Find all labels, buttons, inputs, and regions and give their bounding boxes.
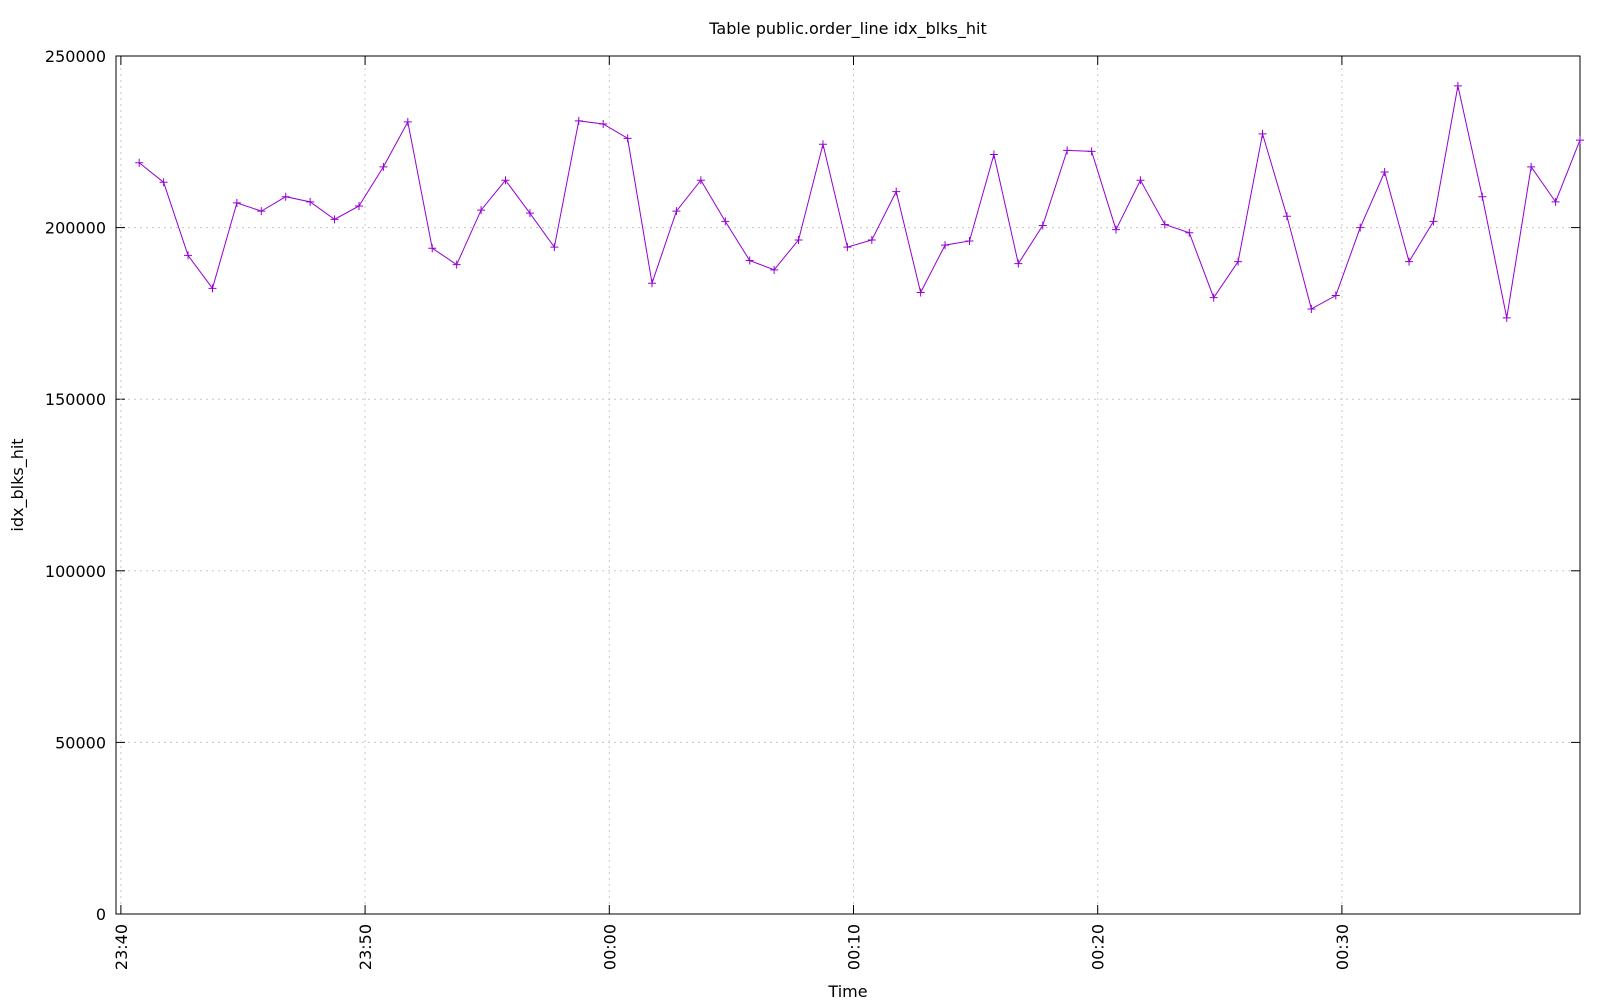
- data-point: [525, 209, 534, 218]
- data-point: [1307, 304, 1316, 313]
- y-tick-label: 150000: [45, 390, 106, 409]
- data-point: [208, 284, 217, 293]
- data-point: [941, 241, 950, 250]
- y-tick-label: 100000: [45, 562, 106, 581]
- y-axis-label: idx_blks_hit: [8, 438, 28, 531]
- y-tick-label: 50000: [55, 733, 106, 752]
- x-tick-label: 00:30: [1333, 924, 1352, 970]
- data-point: [1063, 146, 1072, 155]
- data-point: [354, 201, 363, 210]
- data-point: [1576, 136, 1584, 145]
- data-point: [1527, 162, 1536, 171]
- data-point: [892, 187, 901, 196]
- data-point: [184, 251, 193, 260]
- data-point: [599, 119, 608, 128]
- x-tick-label: 23:50: [356, 924, 375, 970]
- data-point: [721, 217, 730, 226]
- data-point: [232, 198, 241, 207]
- data-point: [1405, 257, 1414, 266]
- data-point: [1331, 291, 1340, 300]
- y-tick-label: 250000: [45, 47, 106, 66]
- x-axis-label: Time: [827, 982, 867, 1000]
- x-tick-label: 00:20: [1089, 924, 1108, 970]
- data-point: [1502, 313, 1511, 322]
- data-point: [1087, 147, 1096, 156]
- data-point: [794, 235, 803, 244]
- data-point: [770, 265, 779, 274]
- data-point: [281, 192, 290, 201]
- data-point: [1112, 225, 1121, 234]
- series-line: [138, 85, 1581, 318]
- data-point: [916, 288, 925, 297]
- data-point: [403, 117, 412, 126]
- data-point: [1429, 217, 1438, 226]
- data-point: [1282, 212, 1291, 221]
- data-point: [1551, 197, 1560, 206]
- y-tick-label: 200000: [45, 219, 106, 238]
- y-tick-label: 0: [96, 905, 106, 924]
- chart-title: Table public.order_line idx_blks_hit: [708, 19, 986, 39]
- data-point: [257, 207, 266, 216]
- plot-frame: [115, 55, 1581, 915]
- data-point: [696, 176, 705, 185]
- data-point: [1234, 257, 1243, 266]
- data-point: [745, 256, 754, 265]
- data-point: [623, 134, 632, 143]
- x-tick-label: 23:40: [112, 924, 131, 970]
- data-point: [1014, 259, 1023, 268]
- data-point: [818, 140, 827, 149]
- data-point: [159, 178, 168, 187]
- data-point: [477, 206, 486, 215]
- data-point: [1380, 168, 1389, 177]
- data-point: [989, 150, 998, 159]
- data-point: [1038, 221, 1047, 230]
- data-point: [550, 243, 559, 252]
- data-point: [135, 158, 144, 167]
- data-point: [843, 243, 852, 252]
- data-point: [1258, 129, 1267, 138]
- data-point: [1185, 228, 1194, 237]
- data-point: [330, 215, 339, 224]
- x-tick-label: 00:00: [600, 924, 619, 970]
- data-point: [428, 244, 437, 253]
- data-point: [1478, 192, 1487, 201]
- data-point: [965, 236, 974, 245]
- data-point: [867, 235, 876, 244]
- data-point: [1209, 293, 1218, 302]
- data-point: [501, 176, 510, 185]
- data-point: [306, 197, 315, 206]
- data-point: [1356, 223, 1365, 232]
- data-point: [379, 162, 388, 171]
- data-point: [648, 279, 657, 288]
- data-point: [1160, 220, 1169, 229]
- data-point: [672, 207, 681, 216]
- data-point: [574, 116, 583, 125]
- data-point: [452, 260, 461, 269]
- x-tick-label: 00:10: [844, 924, 863, 970]
- data-point: [1453, 81, 1462, 90]
- data-point: [1136, 176, 1145, 185]
